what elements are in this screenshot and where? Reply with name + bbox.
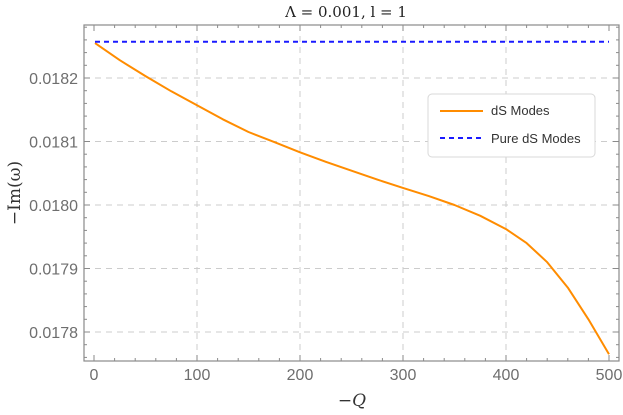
x-tick-label: 400 [493,367,520,384]
x-tick-label: 200 [287,367,314,384]
x-tick-label: 500 [596,367,623,384]
legend-item-pure-ds-modes: Pure dS Modes [440,131,581,146]
data-series [94,40,610,355]
y-axis-label: −Im(ω) [5,161,25,225]
plot-border [83,24,620,362]
legend-label: Pure dS Modes [491,131,581,146]
x-tick-label: 300 [390,367,417,384]
x-tick-label: 0 [90,367,99,384]
legend-box [427,93,596,158]
plot-frame [83,24,620,362]
y-tick-label: 0.0182 [29,71,78,88]
ds-modes-line [94,42,610,355]
y-tick-label: 0.0181 [29,135,78,152]
y-tick-label: 0.0178 [29,325,78,342]
y-tick-label: 0.0179 [29,262,78,279]
axis-ticks [84,25,619,361]
grid-lines [84,25,619,361]
y-tick-labels: 0.0178 0.0179 0.0180 0.0181 0.0182 [29,71,78,342]
legend: dS Modes Pure dS Modes [427,93,596,158]
x-tick-label: 100 [184,367,211,384]
legend-item-ds-modes: dS Modes [440,103,550,118]
chart-title: Λ = 0.001, l = 1 [284,3,407,21]
legend-label: dS Modes [491,103,550,118]
x-axis-label: −Q [338,391,366,411]
y-tick-label: 0.0180 [29,198,78,215]
x-tick-labels: 0 100 200 300 400 500 [90,367,623,384]
